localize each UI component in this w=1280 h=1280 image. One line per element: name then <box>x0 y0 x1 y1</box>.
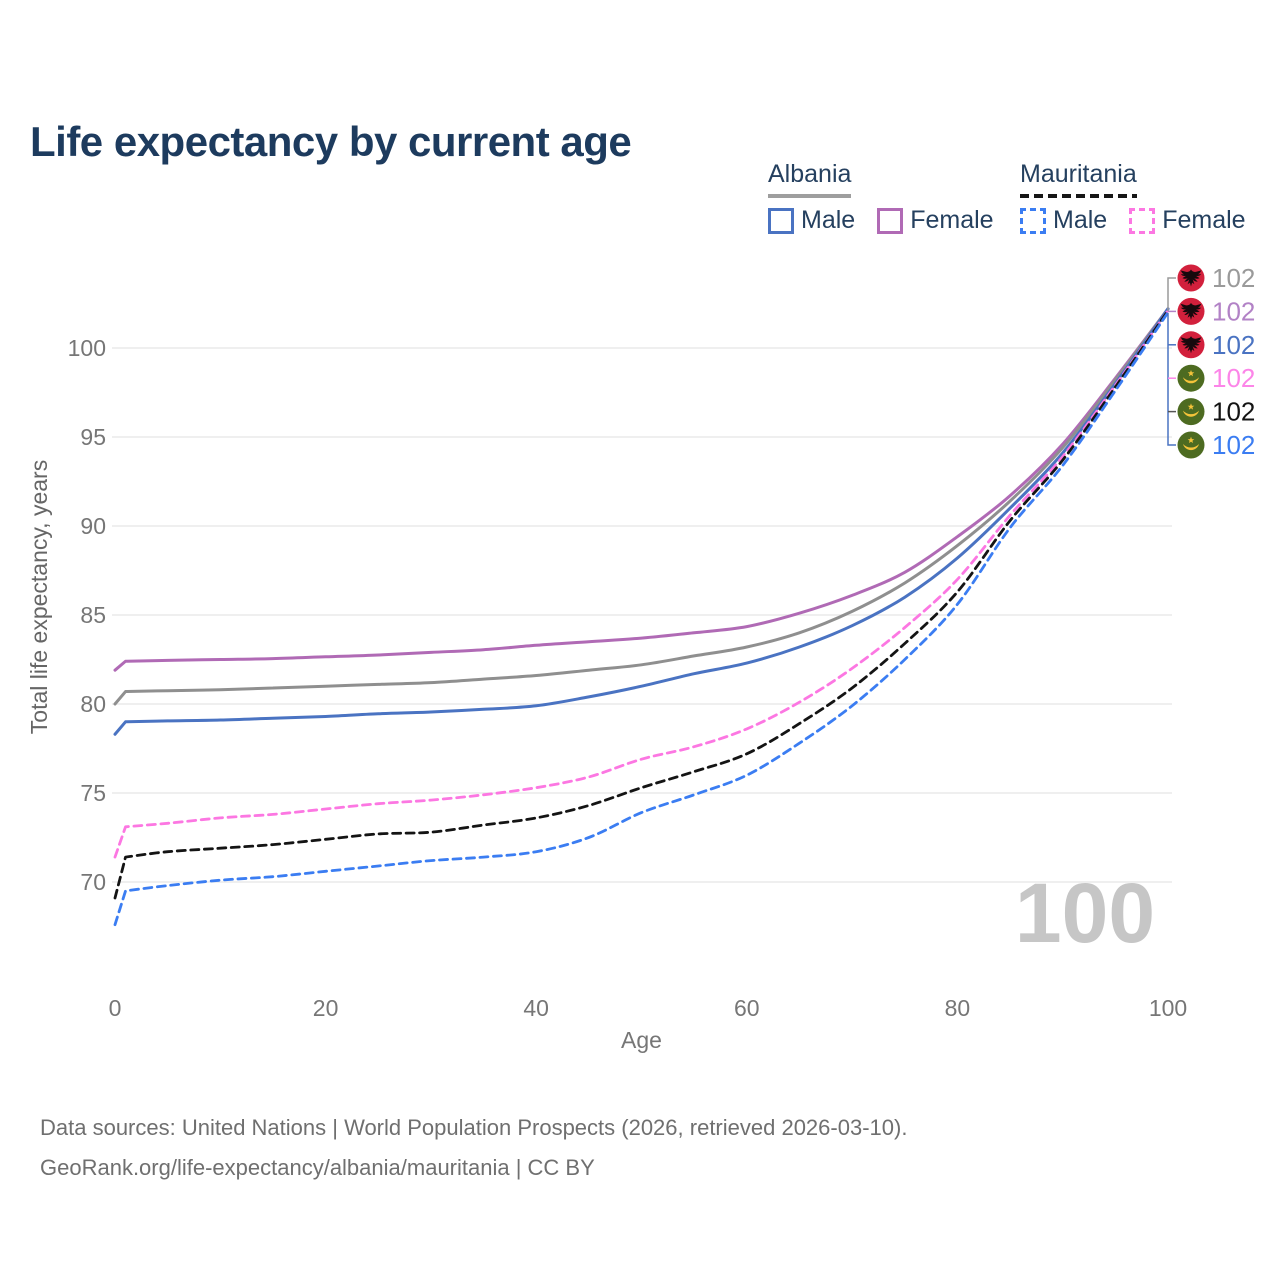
y-tick-label: 95 <box>80 424 106 450</box>
flag-icon-mauritania <box>1177 364 1205 392</box>
flag-icon-albania <box>1177 331 1205 359</box>
albania-eagle-icon <box>1180 269 1202 287</box>
mauritania-female-swatch-icon <box>1129 207 1156 234</box>
mauritania-crescent-icon <box>1183 377 1199 384</box>
end-value-label-mauritania-total: 102 <box>1212 397 1255 427</box>
x-tick-label: 0 <box>109 995 122 1021</box>
x-tick-label: 100 <box>1149 995 1187 1021</box>
x-tick-label: 20 <box>313 995 339 1021</box>
albania-female-swatch-icon <box>877 207 904 234</box>
legend-label-mauritania-male: Male <box>1053 206 1108 234</box>
y-tick-label: 70 <box>80 869 106 895</box>
footer-attribution: GeoRank.org/life-expectancy/albania/maur… <box>40 1155 595 1180</box>
footer: Data sources: United Nations | World Pop… <box>40 1108 907 1188</box>
series-line-mauritania-male[interactable] <box>113 311 1170 927</box>
legend-group-mauritania: Mauritania Male Female <box>1020 160 1246 235</box>
end-value-label-mauritania-female: 102 <box>1212 363 1255 393</box>
mauritania-flag-circle <box>1177 431 1205 459</box>
y-tick-label: 75 <box>80 780 106 806</box>
y-tick-label: 80 <box>80 691 106 717</box>
mauritania-flag-circle <box>1177 398 1205 426</box>
x-tick-label: 40 <box>523 995 549 1021</box>
end-value-label-albania-female: 102 <box>1212 296 1255 326</box>
series-line-albania-total[interactable] <box>113 307 1170 706</box>
albania-eagle-icon <box>1180 336 1202 354</box>
x-axis-title: Age <box>621 1027 662 1053</box>
series-line-mauritania-total[interactable] <box>113 309 1170 900</box>
y-tick-label: 90 <box>80 513 106 539</box>
legend-label-albania-male: Male <box>801 206 856 234</box>
x-tick-label: 80 <box>945 995 971 1021</box>
flag-icon-mauritania <box>1177 431 1205 459</box>
label-connector-albania-total <box>1167 277 1176 311</box>
legend-label-mauritania-female: Female <box>1162 206 1246 234</box>
end-value-label-albania-total: 102 <box>1212 263 1255 293</box>
albania-male-swatch-icon <box>768 207 794 234</box>
x-tick-label: 60 <box>734 995 760 1021</box>
legend-item-albania-female[interactable]: Female <box>877 206 994 235</box>
mauritania-crescent-icon <box>1183 410 1199 417</box>
legend-group-albania: Albania Male Female <box>768 160 994 235</box>
legend-item-albania-male[interactable]: Male <box>768 206 855 235</box>
legend-country-albania: Albania <box>768 160 852 198</box>
label-connector-mauritania-male <box>1167 313 1176 446</box>
legend-country-mauritania: Mauritania <box>1020 160 1137 198</box>
watermark-age-100: 100 <box>1015 866 1155 960</box>
end-value-label-mauritania-male: 102 <box>1212 430 1255 460</box>
series-line-albania-female[interactable] <box>113 307 1170 672</box>
albania-eagle-icon <box>1180 302 1202 320</box>
footer-data-sources: Data sources: United Nations | World Pop… <box>40 1115 908 1140</box>
y-tick-label: 85 <box>80 602 106 628</box>
mauritania-star-icon <box>1187 403 1195 410</box>
y-axis-title: Total life expectancy, years <box>26 460 52 734</box>
y-tick-label: 100 <box>68 335 106 361</box>
legend-item-mauritania-male[interactable]: Male <box>1020 206 1107 235</box>
flag-icon-albania <box>1177 297 1205 325</box>
legend-item-mauritania-female[interactable]: Female <box>1129 206 1246 235</box>
mauritania-male-swatch-icon <box>1020 207 1046 234</box>
end-value-label-albania-male: 102 <box>1212 330 1255 360</box>
mauritania-flag-circle <box>1177 364 1205 392</box>
mauritania-star-icon <box>1187 370 1195 377</box>
series-line-mauritania-female[interactable] <box>113 309 1170 859</box>
flag-icon-mauritania <box>1177 398 1205 426</box>
flag-icon-albania <box>1177 264 1205 292</box>
series-line-albania-male[interactable] <box>113 307 1170 736</box>
legend-label-albania-female: Female <box>910 206 994 234</box>
page-title: Life expectancy by current age <box>30 118 632 166</box>
mauritania-crescent-icon <box>1183 444 1199 451</box>
mauritania-star-icon <box>1187 436 1195 443</box>
